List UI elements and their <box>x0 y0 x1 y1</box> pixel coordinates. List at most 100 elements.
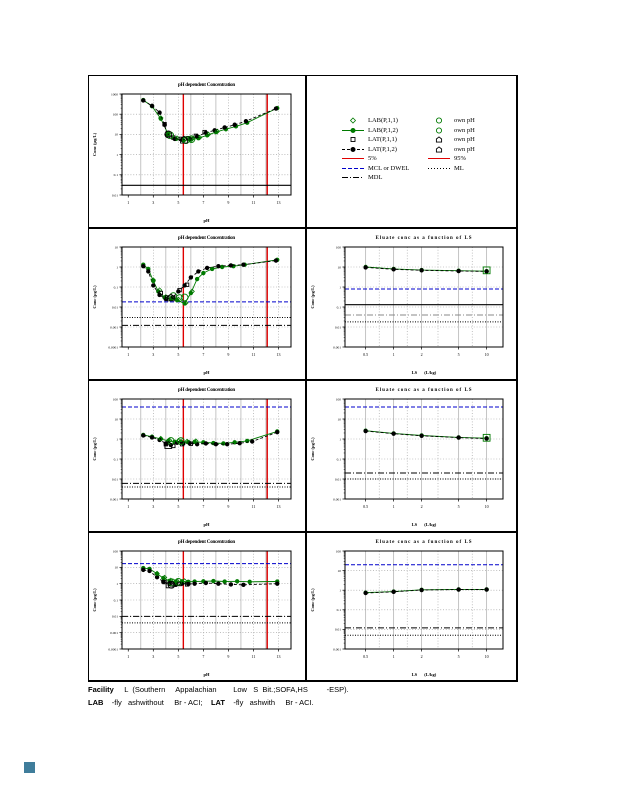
svg-text:0.0001: 0.0001 <box>108 345 118 349</box>
svg-text:9: 9 <box>227 200 229 205</box>
row-divider-3 <box>89 531 516 533</box>
figure-caption: Facility L (Southern Appalachian Low S B… <box>88 684 548 709</box>
legend-column-left: LAB(P,1,1) LAB(P,1,2) LAT(P,1,1) LAT(P,1,2)… <box>341 116 409 183</box>
svg-text:1: 1 <box>393 352 395 357</box>
svg-text:2: 2 <box>421 504 423 509</box>
line-legend-marker-icon <box>428 167 450 169</box>
svg-text:5: 5 <box>177 654 179 659</box>
legend-item-label: ML <box>454 164 464 172</box>
svg-text:Conc (µg/L): Conc (µg/L) <box>92 132 97 156</box>
legend-item: LAB(P,1,2) <box>341 126 409 136</box>
svg-text:7: 7 <box>202 200 204 205</box>
svg-text:100: 100 <box>336 245 342 249</box>
chart-ph-dependent-row1: pH dependent Concentration 1 3 5 7 9 11 13 1000 1… <box>89 76 305 227</box>
svg-text:Conc (µg/L): Conc (µg/L) <box>310 588 315 612</box>
chart-ls-dependent-row2: Eluate conc as a function of LS 0.5 1 2 5 10 1… <box>307 229 517 379</box>
cell-ph-chart-row2: pH dependent Concentration 1 3 5 7 9 11 13 10 1 0.… <box>89 229 305 379</box>
pent-open-legend-marker-icon <box>435 146 443 153</box>
figure-caption-line-2: LAB -fly ashwithout Br - ACI; LAT -fly a… <box>88 697 314 707</box>
svg-text:pH: pH <box>203 522 210 527</box>
svg-text:5: 5 <box>458 504 460 509</box>
svg-text:pH dependent Concentration: pH dependent Concentration <box>178 388 235 393</box>
svg-text:LS (L/kg): LS (L/kg) <box>412 522 437 527</box>
svg-text:100: 100 <box>113 397 119 401</box>
svg-text:13: 13 <box>276 352 280 357</box>
svg-text:0.1: 0.1 <box>337 305 342 309</box>
svg-text:0.01: 0.01 <box>335 325 341 329</box>
svg-text:Conc (µg/L): Conc (µg/L) <box>92 437 97 461</box>
svg-text:11: 11 <box>252 200 256 205</box>
svg-text:10: 10 <box>338 569 342 573</box>
legend-item: ML <box>427 164 475 174</box>
page-annotation-marker <box>24 762 35 773</box>
svg-text:1: 1 <box>339 437 341 441</box>
svg-text:1: 1 <box>116 582 118 586</box>
svg-text:5: 5 <box>458 654 460 659</box>
svg-text:pH: pH <box>203 672 210 677</box>
cell-ph-chart-row4: pH dependent Concentration 1 3 5 7 9 11 13 100 10… <box>89 533 305 681</box>
line-legend-marker-icon <box>428 158 450 160</box>
svg-text:13: 13 <box>276 504 280 509</box>
svg-text:Conc (µg/L): Conc (µg/L) <box>310 285 315 309</box>
svg-text:Conc (µg/L): Conc (µg/L) <box>310 437 315 461</box>
svg-text:0.5: 0.5 <box>363 654 368 659</box>
circle-open-legend-marker-icon <box>435 117 443 124</box>
svg-text:1: 1 <box>127 504 129 509</box>
diamond-open-legend-marker-icon <box>349 117 357 124</box>
svg-text:9: 9 <box>227 352 229 357</box>
svg-text:9: 9 <box>227 654 229 659</box>
legend-item-label: own pH <box>454 117 475 125</box>
svg-text:1: 1 <box>339 285 341 289</box>
svg-text:10: 10 <box>115 245 119 249</box>
svg-text:pH: pH <box>203 218 210 223</box>
svg-text:Eluate conc as a function of L: Eluate conc as a function of LS <box>375 540 472 545</box>
svg-text:pH dependent Concentration: pH dependent Concentration <box>178 236 235 241</box>
cell-ls-chart-row4: Eluate conc as a function of LS 0.5 1 2 5 10 1… <box>307 533 517 681</box>
legend-item-label: LAB(P,1,2) <box>368 126 398 134</box>
chart-ph-dependent-row4: pH dependent Concentration 1 3 5 7 9 11 13 100 10… <box>89 533 305 681</box>
figure-caption-line-1: Facility L (Southern Appalachian Low S B… <box>88 685 349 694</box>
svg-text:13: 13 <box>276 200 280 205</box>
svg-text:Eluate conc as a function of L: Eluate conc as a function of LS <box>375 388 472 393</box>
legend-item-label: MCL or DWEL <box>368 164 410 172</box>
svg-text:pH dependent Concentration: pH dependent Concentration <box>178 83 235 88</box>
legend-item: LAT(P,1,2) <box>341 145 409 155</box>
svg-text:3: 3 <box>152 654 154 659</box>
svg-text:1: 1 <box>116 153 118 157</box>
cell-ls-chart-row3: Eluate conc as a function of LS 0.5 1 2 5 10 1… <box>307 381 517 531</box>
legend-column-right: own pH own pH own pH own pH 95% ML <box>427 116 475 173</box>
row-divider-2 <box>89 379 516 381</box>
legend-item: own pH <box>427 116 475 126</box>
line-legend-marker-icon <box>342 158 364 160</box>
svg-text:pH: pH <box>203 370 210 375</box>
svg-text:0.1: 0.1 <box>337 608 342 612</box>
svg-text:7: 7 <box>202 654 204 659</box>
svg-text:10: 10 <box>115 417 119 421</box>
svg-text:1: 1 <box>116 265 118 269</box>
svg-text:Conc (µg/L): Conc (µg/L) <box>92 285 97 309</box>
svg-text:5: 5 <box>177 352 179 357</box>
legend-item: 5% <box>341 154 409 164</box>
legend-item-label: own pH <box>454 126 475 134</box>
svg-text:13: 13 <box>276 654 280 659</box>
svg-text:1: 1 <box>127 654 129 659</box>
svg-text:0.01: 0.01 <box>335 628 341 632</box>
cell-ph-chart-row3: pH dependent Concentration 1 3 5 7 9 11 13 100 10… <box>89 381 305 531</box>
svg-text:0.1: 0.1 <box>337 457 342 461</box>
svg-text:0.01: 0.01 <box>112 193 118 197</box>
svg-text:0.001: 0.001 <box>333 497 341 501</box>
row-divider-1 <box>89 227 516 229</box>
svg-text:2: 2 <box>421 654 423 659</box>
chart-ph-dependent-row2: pH dependent Concentration 1 3 5 7 9 11 13 10 1 0.… <box>89 229 305 379</box>
svg-text:7: 7 <box>202 504 204 509</box>
circle-legend-marker-icon <box>342 146 364 152</box>
cell-ph-chart-row1: pH dependent Concentration 1 3 5 7 9 11 13 1000 1… <box>89 76 305 227</box>
panel-grid: pH dependent Concentration 1 3 5 7 9 11 13 1000 1… <box>88 75 518 682</box>
svg-text:LS (L/kg): LS (L/kg) <box>412 370 437 375</box>
line-legend-marker-icon <box>342 177 364 179</box>
legend-item: own pH <box>427 135 475 145</box>
chart-ls-dependent-row3: Eluate conc as a function of LS 0.5 1 2 5 10 1… <box>307 381 517 531</box>
legend-item: LAT(P,1,1) <box>341 135 409 145</box>
svg-text:0.1: 0.1 <box>114 598 119 602</box>
